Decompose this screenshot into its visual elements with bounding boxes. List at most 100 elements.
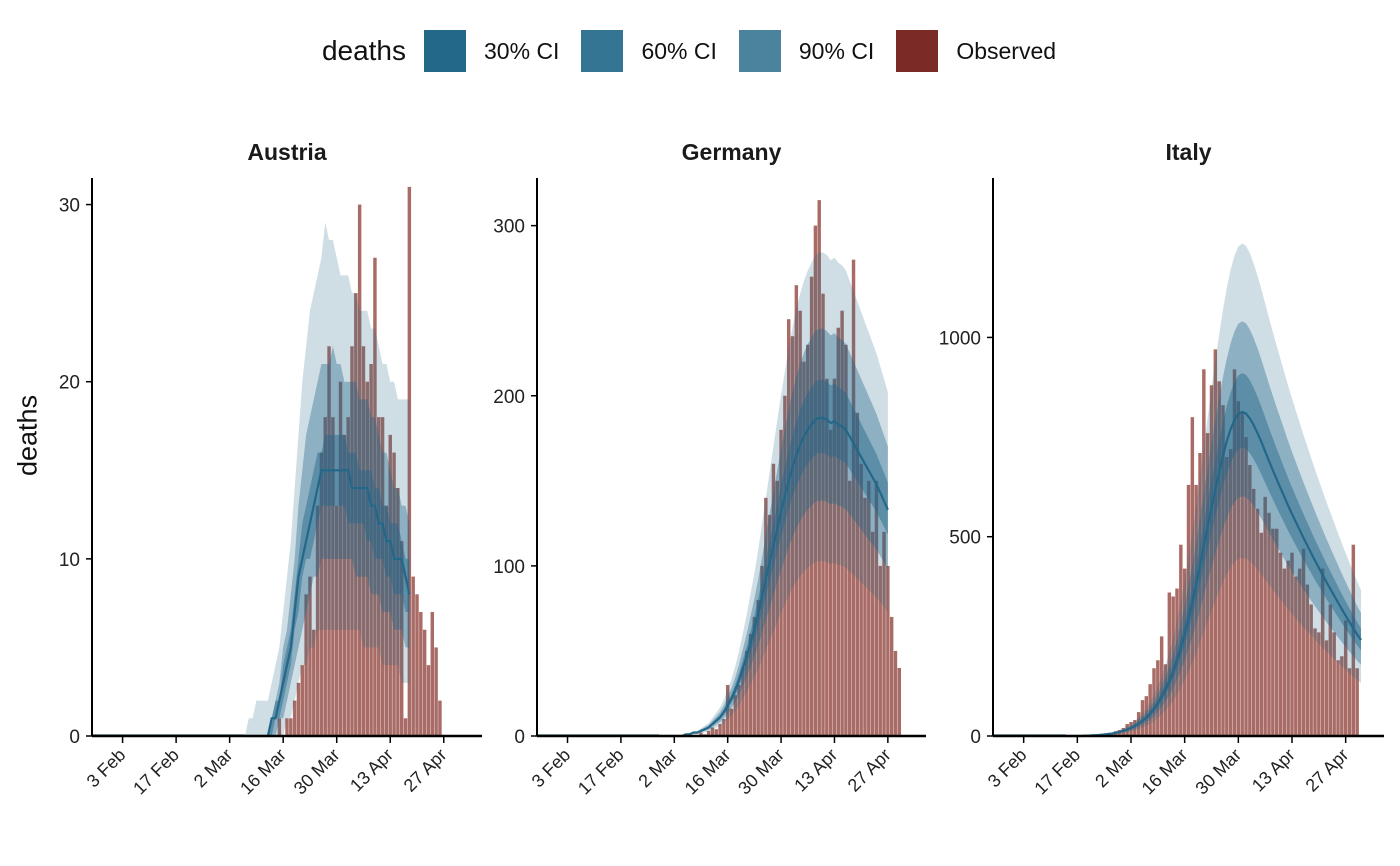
observed-bar (1225, 457, 1229, 736)
observed-bar (380, 417, 385, 736)
observed-bar (840, 310, 844, 736)
facet-title: Italy (1165, 139, 1211, 165)
x-tick-label: 17 Feb (1030, 745, 1084, 799)
observed-bar (783, 395, 787, 736)
observed-bar (798, 310, 802, 736)
observed-bar (725, 684, 730, 736)
observed-bar (1209, 385, 1214, 736)
observed-bar (415, 594, 419, 736)
y-tick-label: 300 (493, 217, 525, 238)
y-tick-label: 0 (69, 727, 80, 748)
observed-bar (1236, 401, 1241, 736)
observed-bar (323, 417, 327, 736)
ci-band-60 (1065, 321, 1361, 736)
observed-bar (802, 361, 806, 736)
median-line (244, 469, 411, 738)
x-tick-label: 16 Mar (681, 745, 735, 799)
observed-bar (312, 629, 316, 736)
legend-item-60-ci: 60% CI (581, 30, 717, 72)
y-tick-label: 20 (59, 373, 80, 394)
observed-bar (794, 285, 799, 736)
facet-austria: Austria 0 10 20 30 3 Feb 17 Feb 2 Mar 16 Mar 30 M… (59, 139, 482, 798)
observed-bar (859, 463, 863, 736)
ci-band-30 (659, 379, 888, 736)
legend-item-observed: Observed (896, 30, 1056, 72)
observed-bar (1240, 413, 1244, 736)
observed-bar (828, 429, 833, 736)
observed-bar (1205, 433, 1210, 736)
observed-bar (350, 346, 354, 736)
observed-bar (706, 730, 711, 736)
ci-band-90 (244, 222, 410, 737)
x-tick-label: 13 Apr (346, 745, 397, 796)
observed-bar (289, 718, 293, 736)
observed-bar (1198, 453, 1202, 736)
x-tick-label: 30 Mar (290, 745, 344, 799)
y-tick-label: 0 (970, 727, 981, 748)
observed-bar (1282, 568, 1287, 736)
observed-bar (737, 684, 741, 736)
observed-bar (1248, 464, 1252, 736)
observed-bar (1332, 632, 1336, 736)
x-tick-label: 3 Feb (528, 745, 575, 792)
observed-bar (844, 344, 848, 736)
observed-bar (1290, 552, 1294, 736)
observed-bar (813, 225, 818, 736)
observed-bar (767, 514, 772, 736)
observed-bar (1179, 544, 1183, 736)
observed-bar (331, 417, 335, 736)
observed-bar (775, 480, 779, 736)
facet-germany: Germany 0 100 200 300 3 Feb 17 Feb 2 Mar 16 Mar 3… (493, 139, 926, 798)
observed-bar (1271, 528, 1275, 736)
observed-bar (403, 718, 408, 736)
y-tick-label: 1000 (939, 328, 981, 349)
observed-bar (1343, 620, 1348, 736)
observed-bar (357, 204, 362, 736)
observed-bar (1228, 449, 1233, 736)
observed-bar (365, 381, 370, 736)
observed-bar (319, 452, 324, 736)
observed-bar (870, 531, 875, 736)
legend-label-30-ci: 30% CI (484, 37, 560, 64)
observed-bar (821, 293, 825, 736)
observed-bar (867, 480, 871, 736)
median-line (659, 416, 889, 738)
observed-bar (1305, 584, 1310, 736)
observed-bar (718, 724, 722, 736)
observed-bar (1259, 532, 1264, 736)
observed-bar (756, 599, 760, 736)
x-tick-label: 2 Mar (1091, 745, 1138, 792)
legend-title: deaths (321, 35, 407, 66)
observed-bar (308, 576, 312, 736)
observed-bar (1294, 576, 1298, 736)
legend-key-90-ci (738, 30, 781, 72)
observed-bar (710, 727, 715, 736)
x-tick-label: 13 Apr (790, 745, 841, 796)
x-tick-label: 27 Apr (844, 745, 895, 796)
y-tick-label: 10 (59, 550, 80, 571)
observed-bar (1347, 668, 1352, 736)
observed-bar (714, 729, 718, 736)
observed-bar (315, 505, 320, 736)
observed-bar (277, 718, 282, 736)
observed-bar (430, 612, 435, 736)
observed-bar (1278, 552, 1283, 736)
observed-bar (874, 480, 879, 736)
observed-bar (882, 531, 886, 736)
observed-bar (1267, 512, 1271, 736)
observed-bar (296, 682, 301, 736)
legend-key-60-ci (581, 30, 624, 72)
x-tick-label: 2 Mar (634, 745, 681, 792)
observed-bar (1159, 636, 1164, 736)
y-tick-label: 100 (493, 557, 525, 578)
observed-bar (327, 346, 331, 736)
observed-bar (1217, 381, 1221, 736)
observed-bar (1167, 592, 1172, 736)
observed-bar (1232, 369, 1237, 736)
observed-bar (825, 378, 829, 736)
observed-bar (292, 700, 297, 736)
y-tick-label: 0 (514, 727, 525, 748)
observed-bar (752, 616, 757, 736)
observed-bar (1152, 668, 1156, 736)
ci-band-90 (1065, 243, 1361, 736)
